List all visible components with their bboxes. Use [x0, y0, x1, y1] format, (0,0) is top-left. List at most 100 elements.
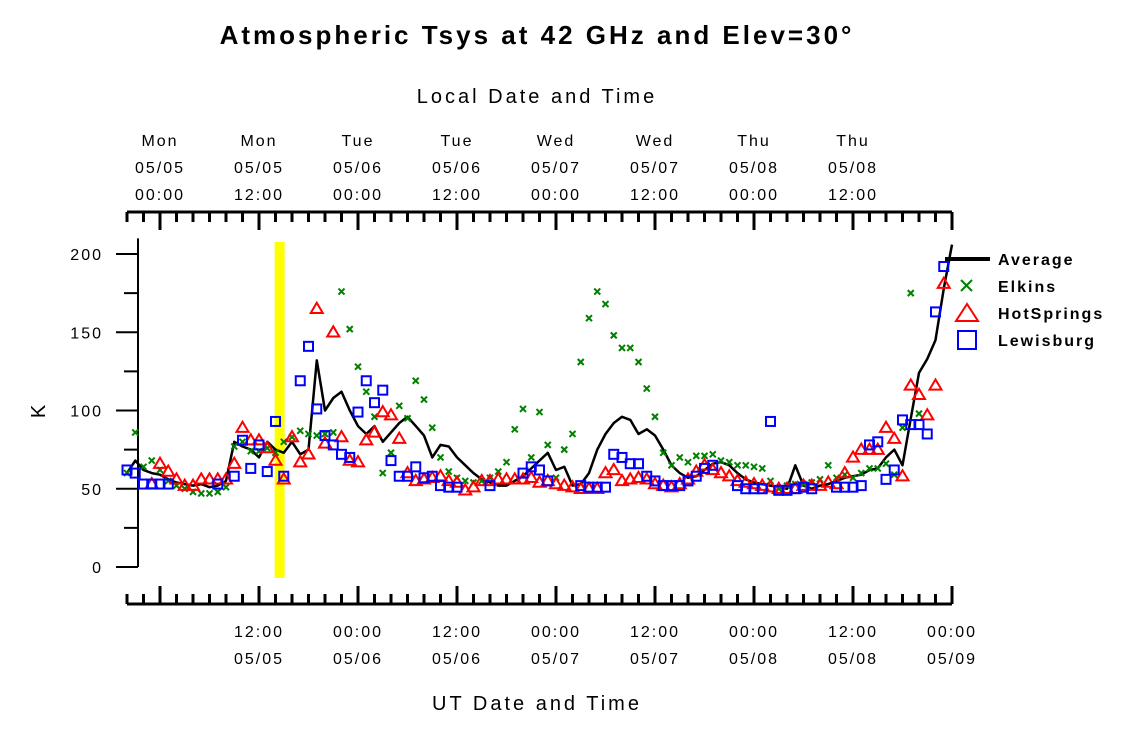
data-point-elkins [857, 469, 865, 477]
x-stroke [527, 453, 535, 462]
x-stroke [139, 463, 148, 471]
data-point-lewisburg [913, 419, 925, 431]
x-stroke [205, 489, 214, 498]
top-tick-time: 12:00 [432, 187, 482, 204]
data-point-lewisburg [938, 261, 950, 273]
series-elkins [123, 287, 923, 498]
x-stroke [717, 456, 725, 465]
x-stroke [436, 453, 445, 462]
top-tick-day: Tue [441, 133, 474, 150]
data-point-elkins [412, 377, 420, 385]
data-point-elkins [395, 402, 403, 410]
data-point-elkins [634, 358, 643, 366]
data-point-hotsprings [886, 430, 902, 444]
data-point-lewisburg [517, 467, 529, 479]
x-stroke [676, 453, 684, 462]
data-point-elkins [643, 384, 651, 393]
y-axis: 0 50 100 150 200 [70, 238, 139, 577]
data-point-hotsprings [251, 432, 267, 446]
x-stroke [395, 402, 403, 410]
data-point-elkins [667, 461, 676, 469]
data-point-elkins [544, 441, 552, 449]
data-point-elkins [651, 413, 659, 421]
data-point-lewisburg [278, 470, 290, 482]
bottom-tick-date: 05/09 [927, 651, 977, 668]
data-point-lewisburg [616, 451, 628, 463]
data-point-hotsprings [226, 455, 242, 469]
data-point-elkins [758, 464, 766, 473]
data-point-hotsprings [366, 424, 383, 438]
data-point-lewisburg [806, 483, 818, 495]
bottom-tick-date: 05/05 [234, 651, 284, 668]
data-point-hotsprings [177, 477, 193, 491]
data-point-hotsprings [309, 300, 325, 314]
data-point-elkins [247, 447, 255, 455]
data-point-lewisburg [303, 340, 314, 352]
data-point-elkins [148, 456, 156, 465]
x-stroke [420, 395, 428, 404]
data-point-elkins [511, 425, 519, 433]
data-point-lewisburg [253, 439, 265, 451]
data-point-elkins [362, 388, 370, 396]
bottom-axis-title: UT Date and Time [432, 693, 642, 715]
bottom-tick-date: 05/06 [333, 651, 383, 668]
data-point-lewisburg [542, 475, 554, 487]
top-tick-time: 00:00 [531, 187, 581, 204]
data-point-elkins [692, 452, 700, 460]
data-point-elkins [626, 344, 634, 352]
data-point-lewisburg [327, 439, 339, 451]
x-stroke [750, 463, 758, 471]
data-point-elkins [568, 430, 577, 438]
data-point-elkins [304, 430, 313, 438]
x-stroke [535, 408, 544, 416]
data-point-hotsprings [284, 429, 300, 443]
x-stroke [725, 458, 733, 466]
data-point-hotsprings [325, 324, 341, 338]
y-tick-label: 100 [70, 404, 103, 421]
data-point-elkins [387, 449, 395, 457]
data-point-elkins [618, 344, 626, 352]
data-point-elkins [610, 331, 618, 340]
data-point-lewisburg [245, 462, 257, 474]
data-point-hotsprings [358, 432, 374, 446]
x-stroke [692, 452, 700, 460]
x-stroke [568, 430, 577, 438]
data-point-elkins [535, 408, 544, 416]
data-point-lewisburg [319, 430, 331, 442]
x-stroke [651, 413, 659, 421]
data-point-elkins [874, 464, 882, 473]
data-point-lewisburg [360, 375, 372, 387]
data-point-elkins [907, 289, 915, 297]
legend-swatch-elkins [960, 279, 973, 292]
x-stroke [610, 331, 618, 340]
data-point-hotsprings [482, 472, 498, 487]
x-stroke [560, 445, 568, 454]
top-tick-date: 05/08 [828, 160, 878, 177]
data-point-lewisburg [756, 483, 768, 495]
x-stroke [874, 464, 882, 473]
x-stroke [445, 467, 453, 476]
data-point-lewisburg [402, 470, 413, 482]
series-hotsprings [144, 275, 952, 496]
data-point-hotsprings [927, 377, 944, 391]
data-point-hotsprings [465, 479, 482, 493]
data-point-elkins [139, 463, 148, 471]
data-point-elkins [502, 458, 511, 466]
data-point-elkins [659, 449, 667, 457]
bottom-tick-date: 05/06 [432, 651, 482, 668]
x-stroke [684, 458, 692, 466]
x-stroke [733, 461, 742, 469]
data-point-lewisburg [344, 451, 356, 463]
data-point-elkins [329, 428, 337, 437]
data-point-hotsprings [606, 461, 622, 476]
top-tick-day: Wed [636, 133, 675, 150]
data-point-lewisburg [162, 478, 174, 490]
chart-title: Atmospheric Tsys at 42 GHz and Elev=30° [220, 20, 855, 50]
x-stroke [131, 428, 139, 437]
x-stroke [960, 279, 973, 292]
x-stroke [898, 424, 907, 432]
x-stroke [230, 442, 238, 451]
data-point-lewisburg [451, 481, 463, 493]
data-point-hotsprings [292, 454, 308, 468]
top-tick-day: Mon [141, 133, 178, 150]
